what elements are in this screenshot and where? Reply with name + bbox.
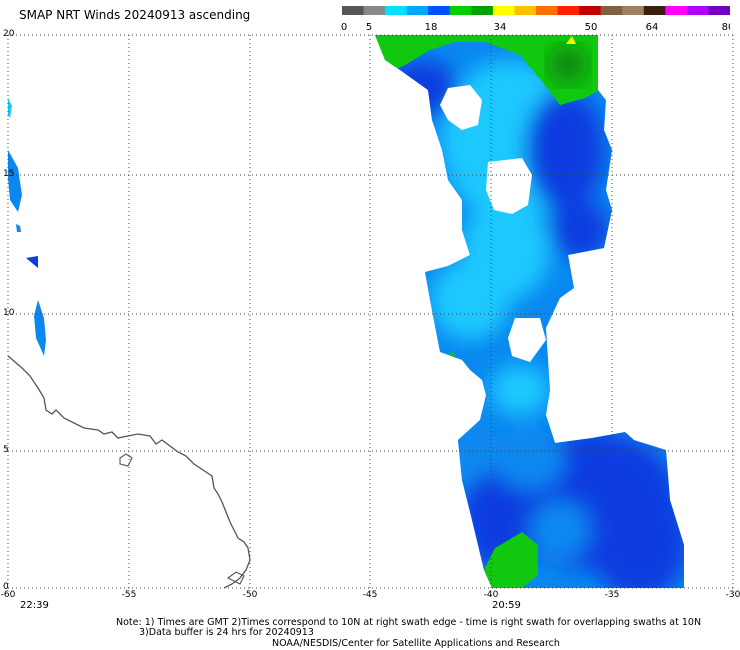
colorbar-segment [579,6,602,15]
colorbar-segment [363,6,386,15]
data-gap [440,85,482,130]
colorbar-segment [449,6,472,15]
lon-label: -50 [243,590,258,600]
colorbar-segment [708,6,730,15]
colorbar-segment [665,6,688,15]
green-region-south [482,532,538,588]
data-gap [508,318,546,362]
wind-swath [375,35,684,588]
colorbar-segment [600,6,623,15]
lat-label: 10 [3,308,15,318]
note-line-2: 3)Data buffer is 24 hrs for 20240913 [139,627,314,638]
lat-label: 0 [3,582,9,592]
colorbar-segment [622,6,645,15]
swath-time-right: 20:59 [492,600,521,611]
colorbar-tick-label: 80 [722,22,730,33]
coastline [7,355,251,589]
data-gap [486,158,532,214]
colorbar-segment [471,6,494,15]
colorbar-tick-label: 5 [366,22,372,33]
colorbar-tick-label: 18 [425,22,438,33]
colorbar-segment [342,6,365,15]
colorbar-segment [536,6,559,15]
wind-speed-colorbar: 0 5 18 34 50 64 80 [341,6,730,33]
lon-label: -35 [605,590,620,600]
yellow-spot [566,36,576,44]
lon-label: -40 [484,590,499,600]
colorbar-segment [557,6,580,15]
coastline-islands [119,453,245,585]
colorbar-segment [514,6,537,15]
lon-label: -30 [726,590,740,600]
map-title: SMAP NRT Winds 20240913 ascending [19,8,251,22]
longitude-labels: -60 -55 -50 -45 -40 -35 -30 [1,590,740,600]
green-region-north [375,35,600,105]
lon-label: -55 [122,590,137,600]
colorbar-segment [428,6,451,15]
colorbar-segment [492,6,515,15]
colorbar-tick-label: 50 [585,22,598,33]
colorbar-tick-label: 34 [494,22,507,33]
lon-label: -60 [1,590,16,600]
colorbar-segment [406,6,429,15]
colorbar-tick-label: 64 [646,22,659,33]
lat-label: 20 [3,29,15,39]
lat-label: 5 [3,445,9,455]
note-line-1: Note: 1) Times are GMT 2)Times correspon… [116,617,702,628]
swath-time-left: 22:39 [20,600,49,611]
colorbar-segment [643,6,666,15]
dark-green-core [548,45,588,85]
credit-line: NOAA/NESDIS/Center for Satellite Applica… [272,638,560,649]
colorbar-tick-label: 0 [341,22,347,33]
colorbar-segment [385,6,408,15]
lon-label: -45 [363,590,378,600]
latitude-labels: 20 15 10 5 0 [3,29,15,592]
colorbar-segment [686,6,709,15]
lat-lon-grid [7,34,734,589]
lat-label: 15 [3,169,14,179]
